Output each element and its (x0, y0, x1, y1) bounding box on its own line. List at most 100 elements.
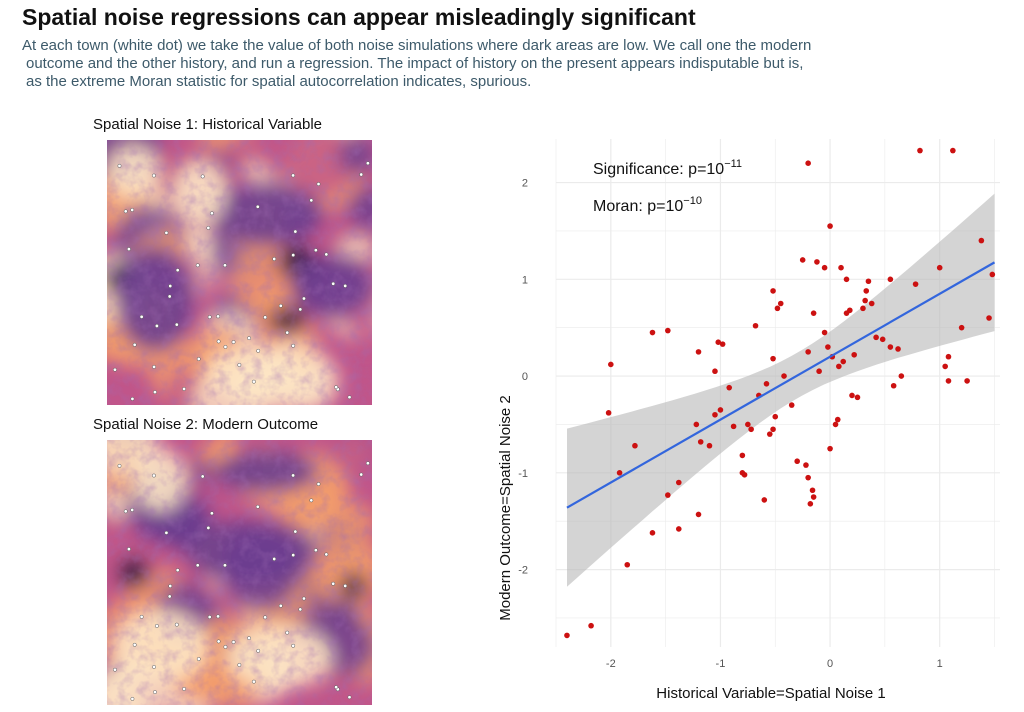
town-dot (365, 161, 370, 166)
data-point (752, 322, 759, 329)
town-dot (334, 385, 339, 390)
data-point (564, 632, 570, 639)
significance-exponent: −11 (724, 158, 742, 170)
town-dot (359, 472, 364, 477)
subtitle-line-2: outcome and the other history, and run a… (26, 55, 804, 72)
town-dot (285, 330, 290, 335)
data-point (665, 492, 671, 498)
data-point (761, 497, 768, 503)
town-dot (153, 390, 157, 395)
town-dot (216, 639, 221, 644)
town-dot (255, 204, 260, 209)
data-point (879, 336, 886, 343)
data-point (766, 431, 773, 437)
data-point (836, 363, 842, 370)
confidence-band-layer (567, 193, 995, 587)
town-dot (154, 623, 159, 628)
data-point (712, 368, 718, 375)
town-dot (223, 563, 227, 568)
data-point (675, 526, 682, 532)
data-point (781, 373, 787, 379)
town-dot (168, 584, 173, 588)
town-dot (200, 474, 205, 479)
town-dot (154, 323, 159, 328)
data-point (693, 421, 700, 428)
town-dot (231, 640, 236, 645)
data-point (794, 458, 800, 465)
noise-map-modern-image (107, 440, 372, 705)
town-dot (263, 315, 268, 320)
data-point (821, 264, 828, 271)
town-dot (298, 607, 303, 612)
town-dot (139, 614, 144, 619)
town-dot (175, 568, 180, 573)
town-dot (291, 553, 296, 558)
x-tick-label: -2 (606, 658, 616, 670)
data-point (719, 341, 726, 347)
town-dot (293, 529, 298, 534)
data-point (770, 288, 776, 294)
data-point (772, 413, 779, 420)
data-point (665, 327, 671, 334)
data-point (608, 361, 614, 368)
y-axis-label: Modern Outcome=Spatial Noise 2 (497, 395, 514, 621)
data-point (912, 281, 919, 287)
town-dot (256, 648, 261, 653)
data-point (807, 500, 814, 507)
data-point (958, 324, 965, 331)
town-dot (139, 314, 144, 319)
town-dot (152, 664, 157, 669)
town-dot (182, 387, 187, 391)
data-point (827, 223, 833, 229)
town-dot (285, 630, 290, 635)
data-point (777, 300, 784, 307)
town-dot (298, 307, 303, 312)
y-tick-label: -1 (518, 468, 528, 480)
data-point (816, 368, 822, 375)
town-dot (123, 509, 128, 514)
data-point (588, 622, 594, 629)
data-point (887, 276, 894, 283)
town-dot (309, 498, 314, 503)
data-point (706, 442, 713, 449)
data-point (770, 355, 776, 362)
subtitle-line-3: as the extreme Moran statistic for spati… (26, 73, 532, 90)
data-point (895, 346, 901, 352)
data-point (695, 511, 702, 518)
town-dot (313, 548, 318, 553)
data-point (649, 530, 656, 536)
data-point (945, 378, 952, 384)
town-dot (126, 547, 131, 552)
data-point (847, 307, 853, 314)
data-point (770, 426, 776, 433)
town-dot (347, 395, 352, 400)
town-dot (331, 581, 336, 586)
town-dot (309, 198, 314, 203)
data-point (821, 329, 828, 336)
town-dot (196, 657, 201, 661)
data-point (942, 363, 948, 370)
town-dot (291, 343, 296, 348)
town-dot (313, 248, 318, 253)
town-dot (237, 362, 242, 367)
data-point (632, 442, 638, 449)
town-dot (209, 211, 214, 216)
town-dot (175, 268, 180, 273)
town-dot (231, 340, 236, 345)
town-dot (167, 294, 172, 299)
x-tick-label: 0 (827, 658, 833, 670)
data-point (788, 402, 795, 408)
data-point (989, 271, 996, 278)
town-dot (209, 511, 214, 516)
data-point (675, 479, 682, 486)
data-point (868, 300, 875, 307)
data-point (649, 329, 656, 336)
y-tick-label: 2 (522, 178, 528, 190)
town-dot (251, 679, 256, 684)
data-point (805, 474, 811, 481)
subtitle-line-1: At each town (white dot) we take the val… (22, 37, 812, 54)
town-dot (152, 364, 157, 369)
data-point (834, 416, 841, 423)
town-dot (216, 614, 221, 619)
town-dot (126, 247, 131, 252)
